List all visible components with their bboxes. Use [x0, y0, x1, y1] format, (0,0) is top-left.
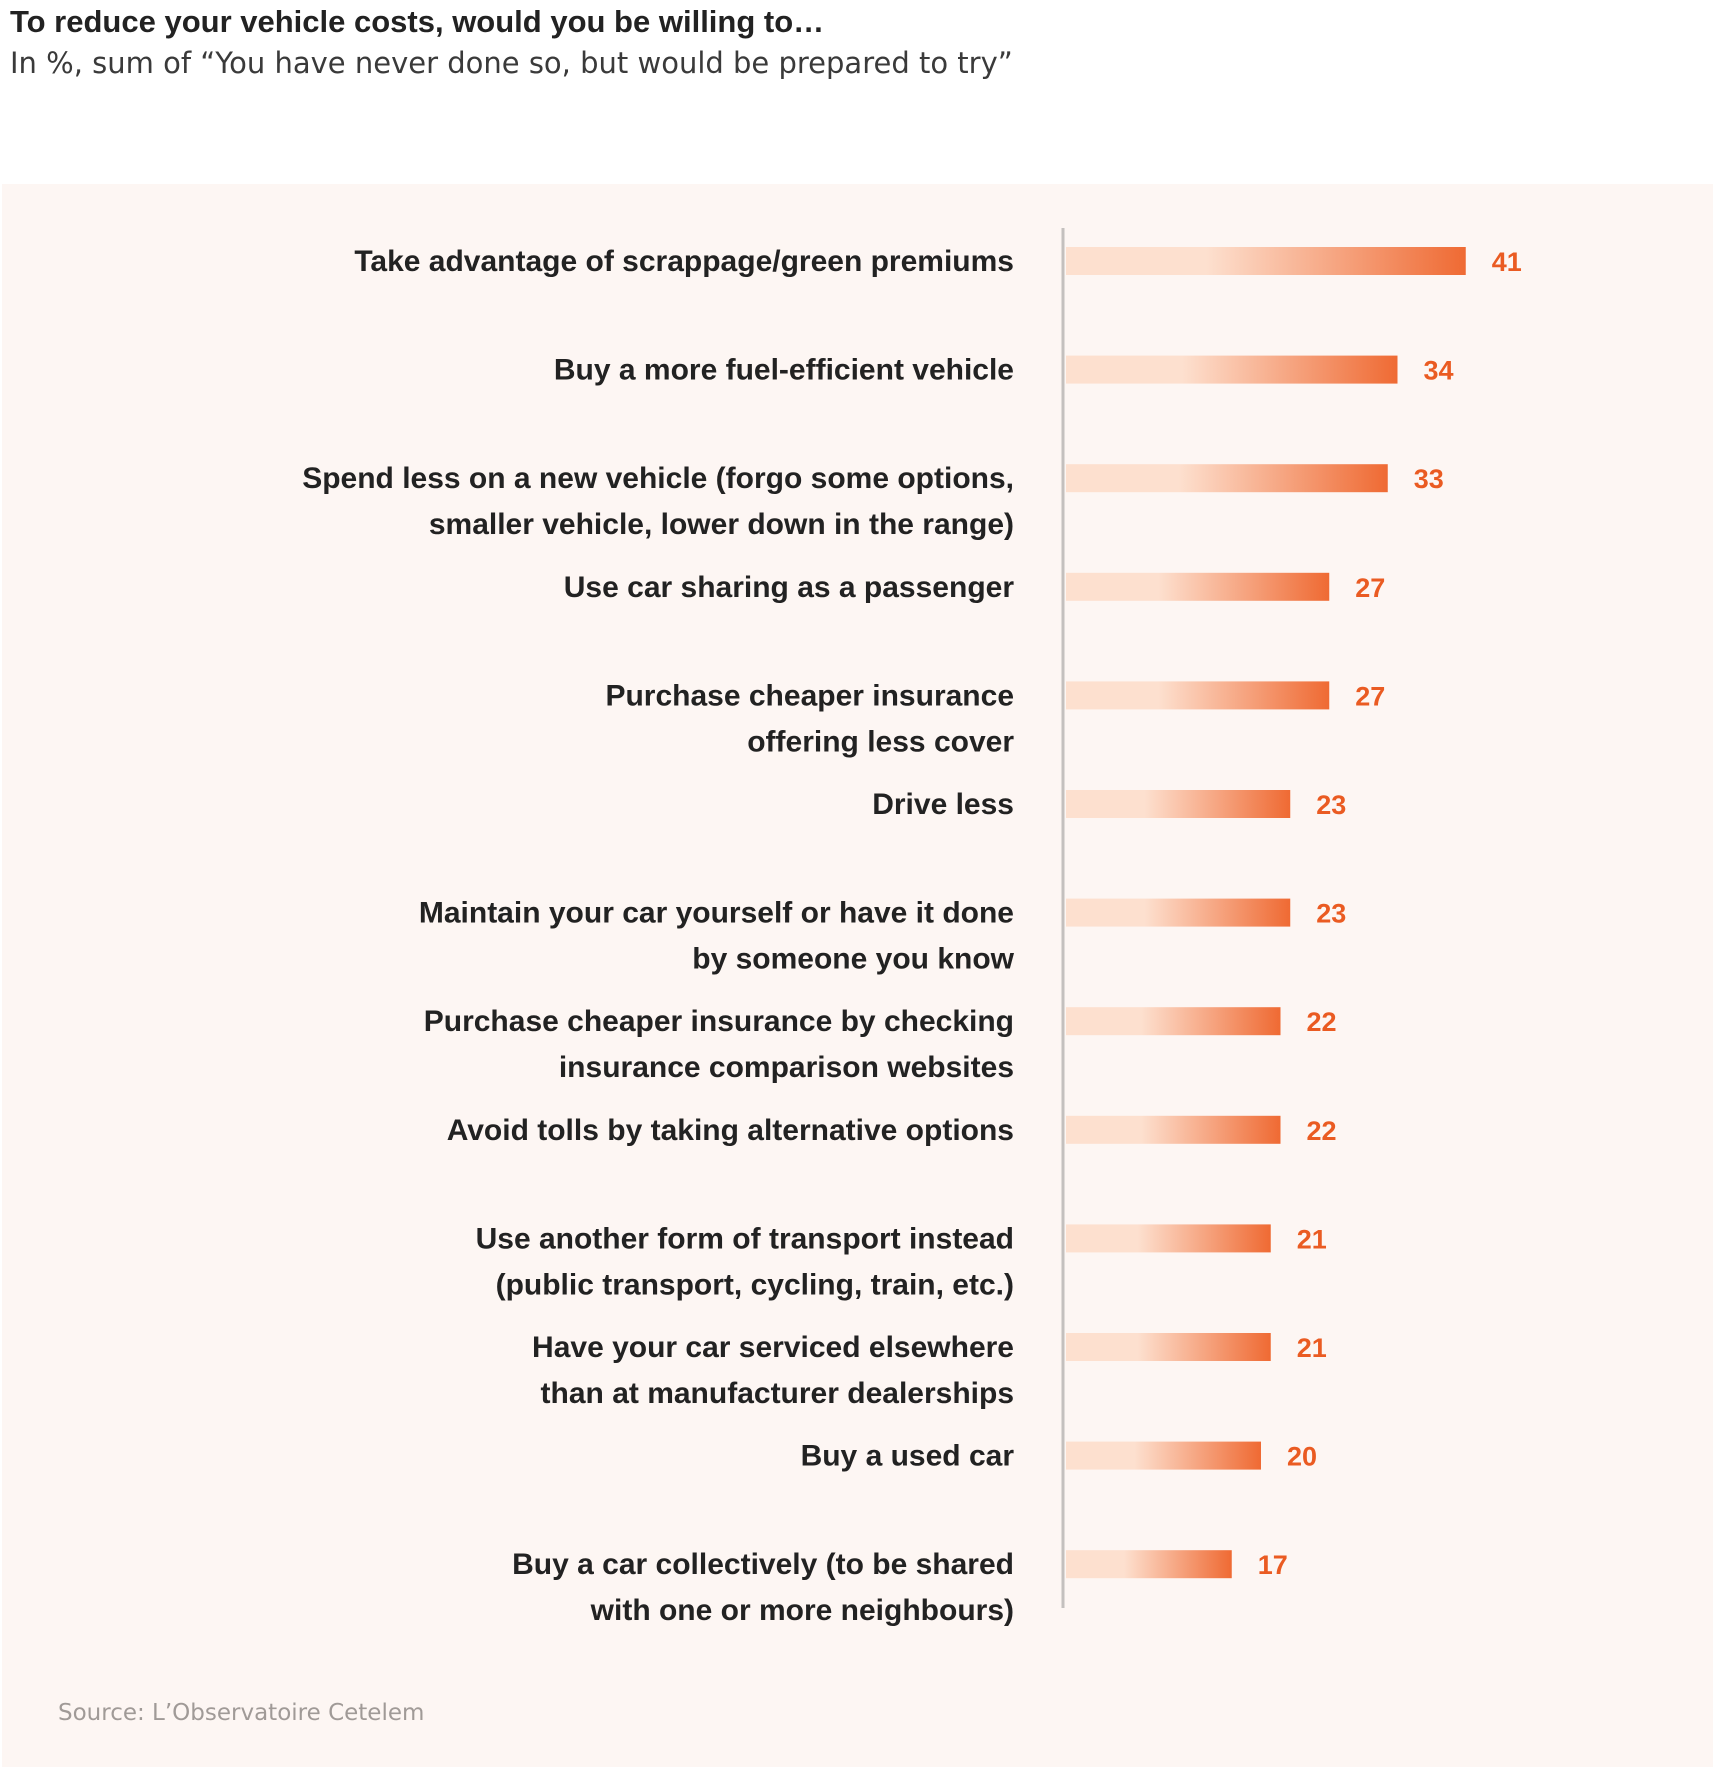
- value-label: 21: [1297, 1224, 1327, 1254]
- category-label: insurance comparison websites: [559, 1051, 1014, 1084]
- bar-chart: Take advantage of scrappage/green premiu…: [302, 228, 1522, 1627]
- value-labels-layer: 41 34 33 27 27 23 23 22 22 21 21 20 17: [1258, 247, 1522, 1580]
- value-label: 23: [1316, 790, 1346, 820]
- value-label: 22: [1307, 1116, 1337, 1146]
- bar: [1066, 1333, 1271, 1361]
- value-label: 41: [1492, 247, 1522, 277]
- bar: [1066, 247, 1466, 275]
- category-label: Purchase cheaper insurance: [605, 679, 1014, 712]
- value-label: 17: [1258, 1550, 1288, 1580]
- bars-layer: [1066, 247, 1466, 1579]
- category-label: smaller vehicle, lower down in the range…: [429, 508, 1014, 541]
- bar: [1066, 1007, 1281, 1036]
- value-label: 27: [1355, 573, 1385, 603]
- category-label: Buy a car collectively (to be shared: [512, 1548, 1014, 1581]
- bar: [1066, 464, 1388, 493]
- value-label: 34: [1424, 356, 1454, 386]
- value-label: 27: [1355, 681, 1385, 711]
- bar: [1066, 790, 1291, 818]
- bar: [1066, 1115, 1281, 1144]
- chart-subtitle: In %, sum of “You have never done so, bu…: [10, 46, 1013, 80]
- value-label: 21: [1297, 1333, 1327, 1363]
- value-label: 22: [1307, 1007, 1337, 1037]
- bar: [1066, 572, 1330, 601]
- category-label: Have your car serviced elsewhere: [532, 1331, 1014, 1364]
- category-label: Avoid tolls by taking alternative option…: [447, 1114, 1014, 1147]
- bar: [1066, 1224, 1271, 1253]
- source-note: Source: L’Observatoire Cetelem: [58, 1700, 425, 1726]
- category-label: Maintain your car yourself or have it do…: [419, 897, 1014, 930]
- category-label: by someone you know: [692, 943, 1014, 976]
- value-label: 23: [1316, 899, 1346, 929]
- category-label: than at manufacturer dealerships: [541, 1377, 1014, 1410]
- value-label: 20: [1287, 1442, 1317, 1472]
- category-label: (public transport, cycling, train, etc.): [496, 1268, 1014, 1301]
- category-labels-layer: Take advantage of scrappage/green premiu…: [302, 245, 1014, 1627]
- bar: [1066, 1550, 1232, 1579]
- category-label: Purchase cheaper insurance by checking: [424, 1005, 1014, 1038]
- category-label: Use another form of transport instead: [476, 1222, 1014, 1255]
- category-label: Use car sharing as a passenger: [564, 571, 1015, 604]
- category-label: Spend less on a new vehicle (forgo some …: [302, 462, 1014, 495]
- value-label: 33: [1414, 464, 1444, 494]
- bar: [1066, 355, 1398, 384]
- bar: [1066, 1441, 1261, 1470]
- category-label: Buy a used car: [801, 1440, 1015, 1473]
- bar: [1066, 681, 1330, 710]
- chart-panel: Take advantage of scrappage/green premiu…: [2, 184, 1713, 1767]
- bar: [1066, 898, 1291, 927]
- category-label: Drive less: [872, 788, 1014, 821]
- category-label: Buy a more fuel-efficient vehicle: [554, 354, 1014, 387]
- chart-title: To reduce your vehicle costs, would you …: [10, 4, 825, 39]
- category-label: offering less cover: [747, 725, 1014, 758]
- category-label: Take advantage of scrappage/green premiu…: [354, 245, 1014, 278]
- category-label: with one or more neighbours): [590, 1594, 1014, 1627]
